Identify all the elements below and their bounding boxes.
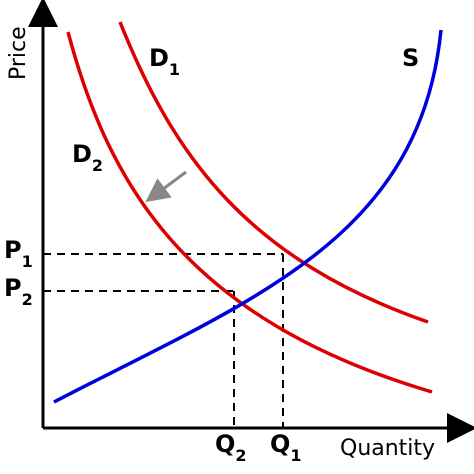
quantity-q1-label: Q1	[270, 430, 302, 465]
x-axis-label: Quantity	[340, 436, 435, 461]
supply-curve	[53, 29, 443, 404]
demand-curve-d2	[66, 31, 433, 394]
quantity-q1-letter: Q	[270, 430, 290, 458]
quantity-q2-label: Q2	[215, 430, 247, 465]
price-p1-label: P1	[4, 236, 33, 271]
price-p2-subscript: 2	[22, 290, 33, 309]
demand-shift-arrow	[145, 170, 187, 203]
quantity-q2-subscript: 2	[235, 446, 246, 465]
demand-d2-label: D2	[72, 140, 103, 175]
y-axis-label: Price	[6, 26, 31, 80]
demand-d1-letter: D	[149, 44, 169, 72]
quantity-q2-letter: Q	[215, 430, 235, 458]
supply-label: S	[402, 44, 419, 72]
price-p2-label: P2	[4, 274, 33, 309]
demand-curve-d1	[118, 21, 429, 324]
price-p2-letter: P	[4, 274, 22, 302]
demand-d1-label: D1	[149, 44, 180, 79]
demand-d2-letter: D	[72, 140, 92, 168]
price-p1-letter: P	[4, 236, 22, 264]
price-p1-subscript: 1	[22, 252, 33, 271]
quantity-q1-subscript: 1	[290, 446, 301, 465]
demand-d2-subscript: 2	[92, 156, 103, 175]
demand-d1-subscript: 1	[169, 60, 180, 79]
